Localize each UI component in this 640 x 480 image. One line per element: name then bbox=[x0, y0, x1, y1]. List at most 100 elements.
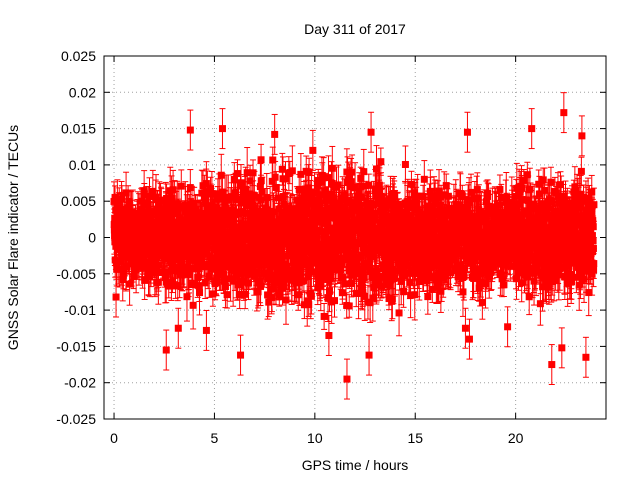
data-point bbox=[165, 282, 173, 290]
data-point bbox=[119, 276, 127, 284]
data-point bbox=[263, 194, 271, 202]
data-point bbox=[205, 272, 213, 280]
data-point bbox=[234, 281, 242, 289]
data-point bbox=[221, 276, 229, 284]
data-point bbox=[240, 277, 248, 285]
data-point bbox=[186, 184, 194, 192]
data-point bbox=[177, 182, 185, 190]
data-point bbox=[218, 249, 226, 257]
data-point bbox=[250, 204, 258, 212]
data-point bbox=[114, 265, 122, 273]
data-point bbox=[147, 211, 155, 219]
data-point bbox=[157, 208, 165, 216]
data-point bbox=[256, 277, 264, 285]
data-point bbox=[205, 260, 213, 268]
data-point bbox=[268, 177, 276, 185]
data-point bbox=[264, 291, 272, 299]
data-point bbox=[243, 195, 251, 203]
data-point bbox=[230, 210, 238, 218]
data-point bbox=[257, 177, 265, 185]
data-point bbox=[314, 177, 322, 185]
data-point bbox=[297, 170, 305, 178]
data-point bbox=[214, 190, 222, 198]
data-point bbox=[270, 208, 278, 216]
data-point bbox=[229, 277, 237, 285]
data-point bbox=[237, 179, 245, 187]
data-point bbox=[217, 171, 225, 179]
data-point bbox=[209, 290, 217, 298]
data-point bbox=[163, 194, 171, 202]
data-point bbox=[144, 200, 152, 208]
data-point bbox=[201, 279, 209, 287]
data-point bbox=[125, 197, 133, 205]
data-point bbox=[293, 231, 301, 239]
data-point bbox=[162, 278, 170, 286]
data-point bbox=[312, 230, 320, 238]
data-point bbox=[272, 183, 280, 191]
data-point bbox=[249, 169, 257, 177]
data-point bbox=[155, 268, 163, 276]
data-point bbox=[229, 207, 237, 215]
data-point bbox=[313, 226, 321, 234]
data-point bbox=[130, 260, 138, 268]
data-point bbox=[278, 284, 286, 292]
data-point bbox=[215, 195, 223, 203]
data-point bbox=[275, 205, 283, 213]
data-point bbox=[166, 214, 174, 222]
data-point bbox=[237, 199, 245, 207]
data-point bbox=[267, 215, 275, 223]
data-point bbox=[212, 228, 220, 236]
data-point bbox=[214, 258, 222, 266]
data-point bbox=[242, 185, 250, 193]
data-point bbox=[119, 271, 127, 279]
data-point bbox=[149, 187, 157, 195]
data-point bbox=[126, 280, 134, 288]
data-point bbox=[212, 279, 220, 287]
data-point bbox=[228, 248, 236, 256]
data-point bbox=[245, 279, 253, 287]
data-point bbox=[306, 221, 314, 229]
data-point bbox=[167, 278, 175, 286]
data-point bbox=[275, 291, 283, 299]
data-point bbox=[300, 251, 308, 259]
data-point bbox=[239, 269, 247, 277]
data-point bbox=[301, 232, 309, 240]
data-point bbox=[248, 263, 256, 271]
data-point bbox=[305, 186, 313, 194]
data-point bbox=[153, 264, 161, 272]
data-point bbox=[302, 201, 310, 209]
data-point bbox=[161, 274, 169, 282]
data-point bbox=[296, 243, 304, 251]
data-point bbox=[160, 268, 168, 276]
data-point bbox=[150, 207, 158, 215]
data-point bbox=[271, 173, 279, 181]
data-point bbox=[211, 203, 219, 211]
data-point bbox=[146, 273, 154, 281]
data-series bbox=[110, 92, 598, 400]
data-point bbox=[236, 209, 244, 217]
data-point bbox=[317, 282, 325, 290]
data-point bbox=[157, 196, 165, 204]
data-point bbox=[132, 266, 140, 274]
data-point bbox=[296, 271, 304, 279]
data-point bbox=[124, 204, 132, 212]
data-point bbox=[269, 156, 277, 164]
data-point bbox=[147, 262, 155, 270]
data-point bbox=[305, 301, 313, 309]
data-point bbox=[198, 189, 206, 197]
data-point bbox=[203, 189, 211, 197]
data-point bbox=[294, 291, 302, 299]
data-point bbox=[208, 265, 216, 273]
data-point bbox=[196, 289, 204, 297]
data-point bbox=[305, 168, 313, 176]
data-point bbox=[304, 273, 312, 281]
data-point bbox=[221, 283, 229, 291]
data-point bbox=[208, 255, 216, 263]
data-point bbox=[300, 277, 308, 285]
data-point bbox=[288, 167, 296, 175]
data-point bbox=[310, 222, 318, 230]
data-point bbox=[295, 185, 303, 193]
data-point bbox=[278, 165, 286, 173]
data-point bbox=[223, 291, 231, 299]
data-point bbox=[300, 191, 308, 199]
